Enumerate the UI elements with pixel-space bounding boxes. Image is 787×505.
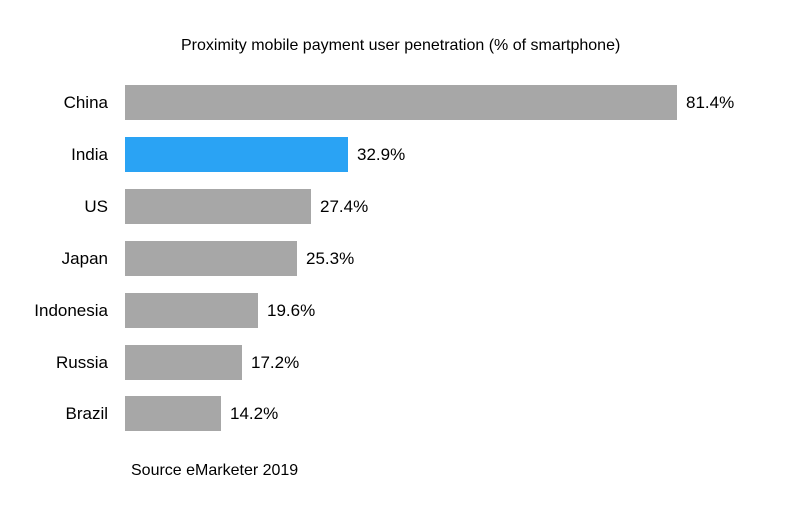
bar-row: Japan 25.3% — [0, 241, 787, 276]
category-label: Brazil — [65, 404, 108, 423]
bar — [125, 189, 311, 224]
bar-row: China 81.4% — [0, 85, 787, 120]
value-label: 27.4% — [320, 197, 369, 216]
bar — [125, 85, 677, 120]
bar — [125, 137, 348, 172]
bar — [125, 293, 258, 328]
value-label: 25.3% — [306, 249, 355, 268]
category-label: Japan — [61, 249, 108, 268]
bar-row: Brazil 14.2% — [0, 396, 787, 431]
bar — [125, 396, 221, 431]
bar-row: Russia 17.2% — [0, 345, 787, 380]
category-label: Russia — [56, 353, 108, 372]
value-label: 17.2% — [251, 353, 300, 372]
value-label: 19.6% — [267, 301, 316, 320]
bar-row: India 32.9% — [0, 137, 787, 172]
source-note: Source eMarketer 2019 — [131, 462, 299, 479]
category-label: Indonesia — [34, 301, 108, 320]
value-label: 32.9% — [357, 145, 406, 164]
bar — [125, 241, 297, 276]
bar — [125, 345, 242, 380]
bar-row: Indonesia 19.6% — [0, 293, 787, 328]
chart-title: Proximity mobile payment user penetratio… — [181, 37, 621, 54]
category-label: China — [63, 93, 108, 112]
value-label: 81.4% — [686, 93, 735, 112]
bar-row: US 27.4% — [0, 189, 787, 224]
category-label: US — [84, 197, 108, 216]
value-label: 14.2% — [230, 404, 279, 423]
category-label: India — [71, 145, 108, 164]
